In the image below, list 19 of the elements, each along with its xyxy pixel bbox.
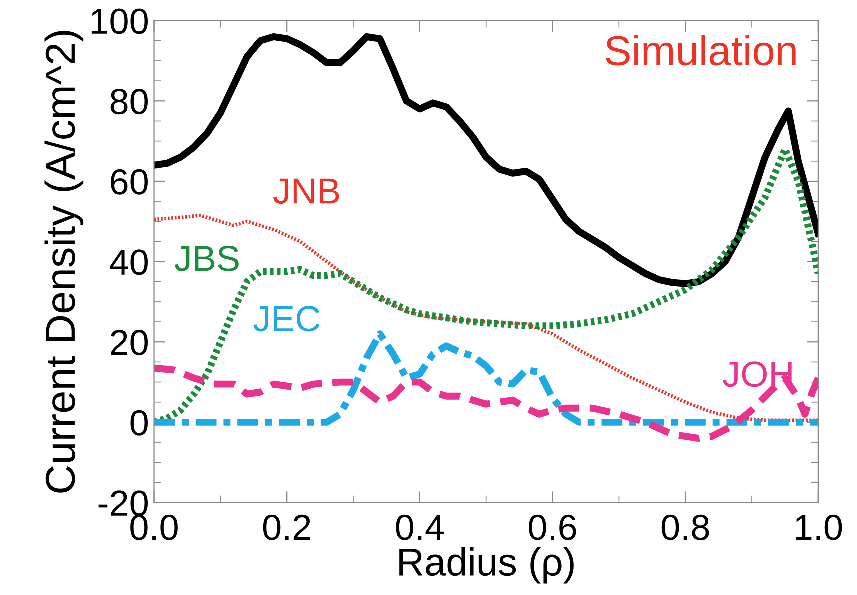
y-tick-label: -20 — [98, 490, 148, 516]
x-tick-label: 0.4 — [396, 514, 444, 540]
annotation: Simulation — [606, 35, 796, 66]
y-tick-label: 60 — [111, 169, 148, 195]
series-label: JNB — [273, 178, 340, 204]
y-axis-title: Current Density (A/cm^2) — [44, 31, 84, 493]
y-tick-label: 40 — [110, 250, 148, 276]
x-tick-label: 0.8 — [662, 514, 710, 540]
y-tick-label: 80 — [110, 89, 148, 115]
series-label: JBS — [174, 246, 239, 272]
x-tick-label: 1.0 — [796, 514, 842, 540]
y-tick-label: 0 — [130, 410, 148, 436]
x-tick-label: 0.2 — [263, 514, 310, 540]
x-tick-label: 0.6 — [529, 514, 576, 540]
x-axis-title: Radius (ρ) — [400, 548, 574, 584]
y-tick-label: 20 — [111, 330, 148, 356]
series-label: JEC — [254, 306, 320, 332]
x-tick-label: 0.0 — [130, 514, 178, 540]
y-tick-label: 100 — [92, 8, 148, 34]
